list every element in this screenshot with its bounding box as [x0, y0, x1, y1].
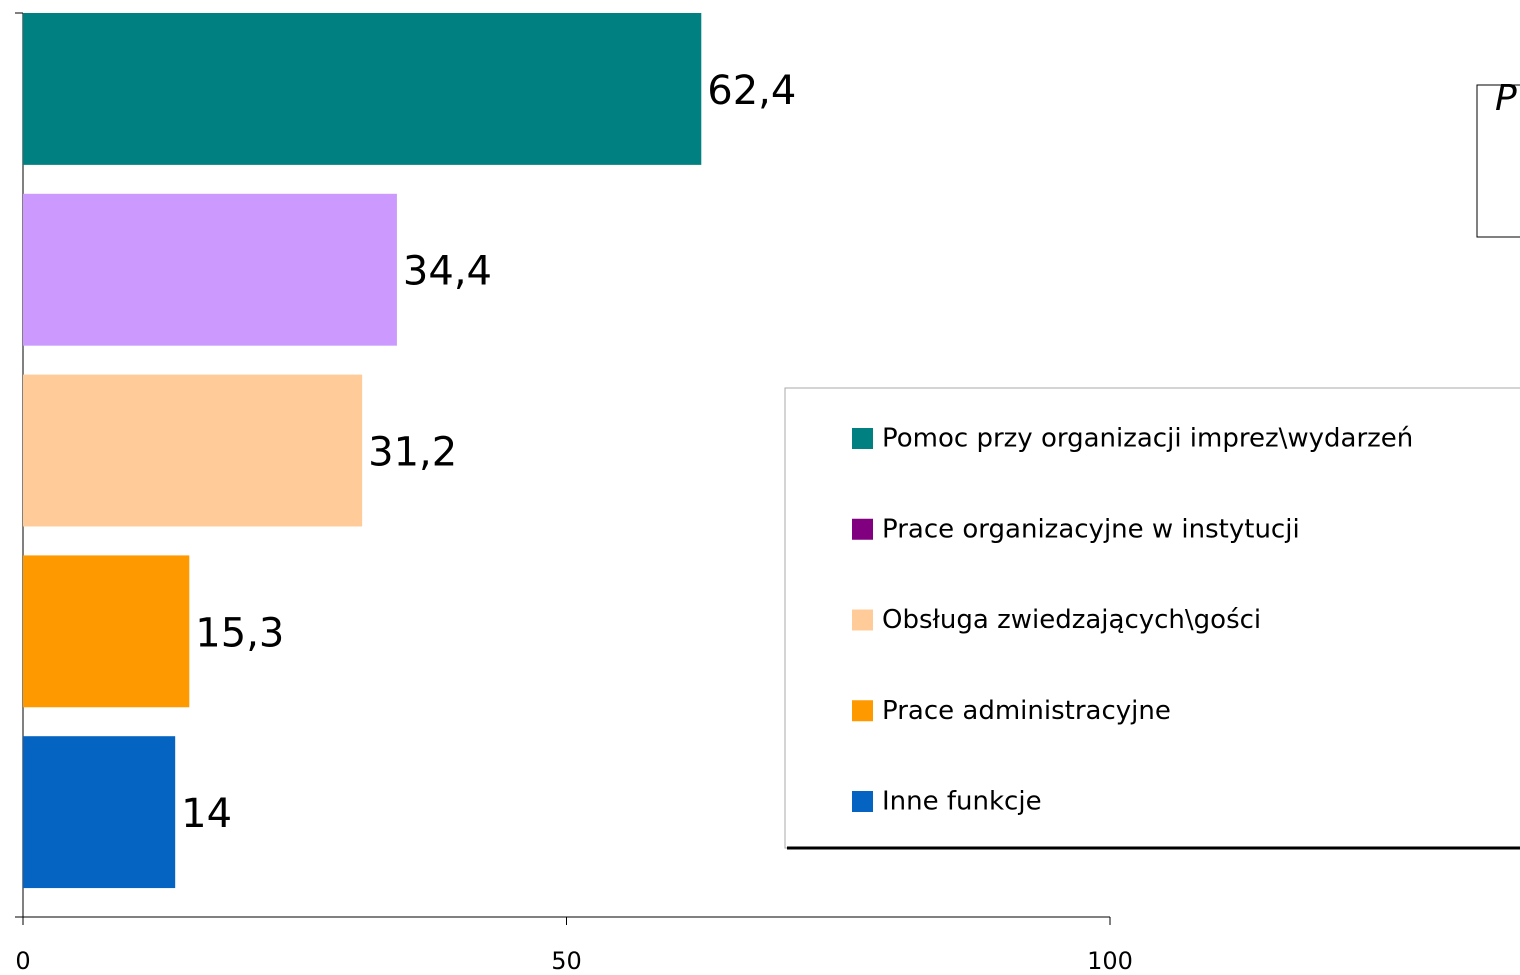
value-label: 31,2	[368, 430, 457, 476]
legend-box	[784, 387, 1520, 849]
legend-label: Obsługa zwiedzających\gości	[882, 605, 1261, 635]
legend-label: Pomoc przy organizacji imprez\wydarzeń	[882, 424, 1413, 454]
legend-label: Inne funkcje	[882, 787, 1042, 817]
value-label: 62,4	[707, 68, 796, 114]
legend-label: Prace administracyjne	[882, 696, 1171, 726]
bar	[23, 374, 363, 527]
bar	[23, 13, 702, 165]
value-label: 14	[181, 791, 232, 837]
legend-swatch	[852, 700, 873, 722]
bar	[23, 736, 176, 889]
legend-swatch	[852, 609, 873, 631]
x-tick-label: 50	[551, 947, 582, 975]
x-tick-label: 100	[1087, 947, 1133, 975]
legend-swatch	[852, 791, 873, 812]
bar	[23, 193, 397, 346]
legend-swatch	[852, 428, 873, 449]
title-box	[1476, 84, 1520, 238]
value-label: 34,4	[403, 249, 492, 295]
bar	[23, 555, 190, 708]
legend-swatch	[852, 518, 873, 540]
chart-title: P	[1495, 78, 1517, 119]
x-tick-label: 0	[15, 947, 30, 975]
value-label: 15,3	[195, 610, 284, 656]
legend-label: Prace organizacyjne w instytucji	[882, 514, 1300, 544]
